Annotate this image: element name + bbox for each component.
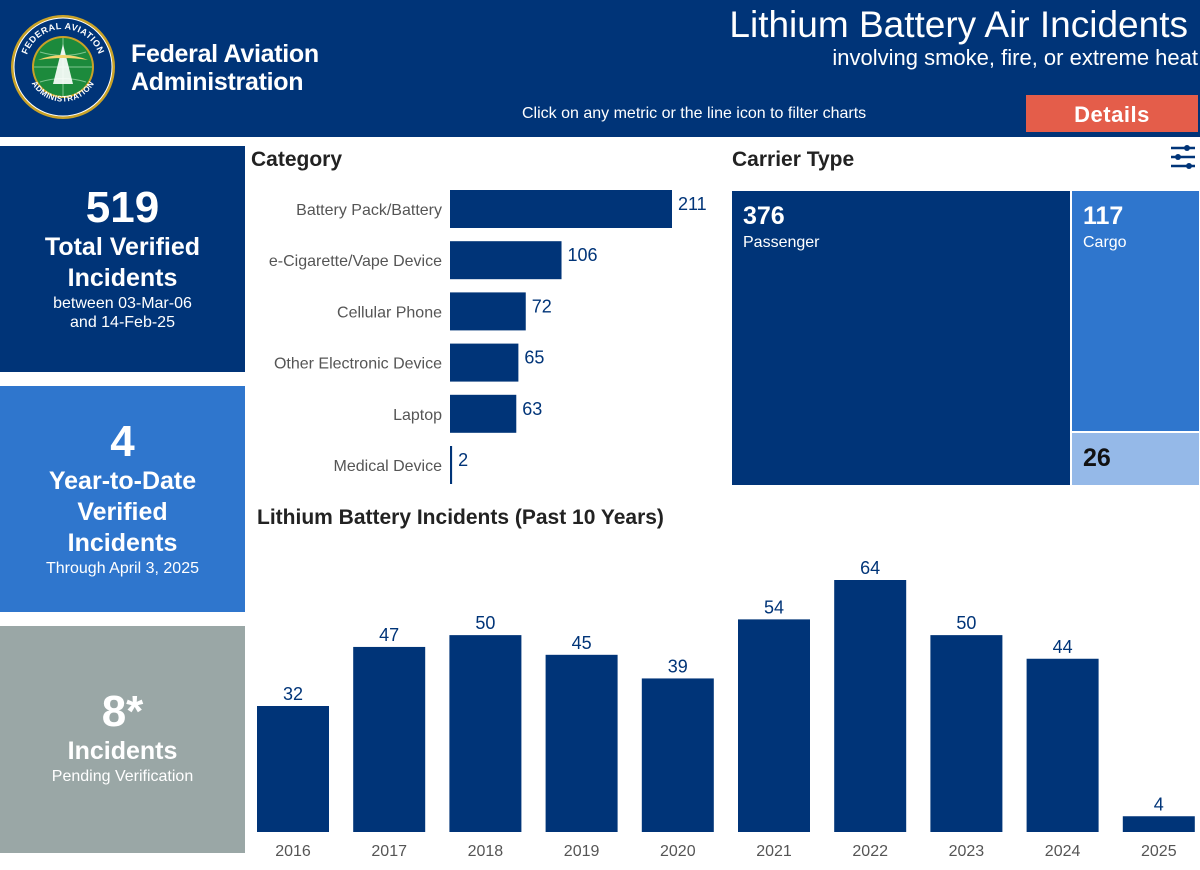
year-axis-label: 2019 bbox=[564, 843, 600, 860]
details-button[interactable]: Details bbox=[1026, 95, 1198, 132]
passenger-label: Passenger bbox=[743, 234, 820, 251]
kpi-total-label-line1: Total Verified bbox=[44, 233, 201, 261]
other-value: 26 bbox=[1083, 444, 1111, 472]
year-value-label: 47 bbox=[379, 625, 399, 645]
category-label: Medical Device bbox=[334, 458, 443, 475]
faa-seal-icon: FEDERAL AVIATION ADMINISTRATION bbox=[11, 15, 115, 119]
treemap-cell-cargo[interactable]: 117 Cargo bbox=[1071, 190, 1200, 432]
filter-sliders-icon[interactable] bbox=[1170, 143, 1196, 171]
year-value-label: 45 bbox=[572, 633, 592, 653]
year-value-label: 50 bbox=[956, 613, 976, 633]
kpi-ytd-label-line1: Year-to-Date bbox=[48, 467, 197, 495]
year-bar[interactable] bbox=[738, 619, 810, 832]
year-value-label: 44 bbox=[1053, 637, 1073, 657]
year-axis-label: 2021 bbox=[756, 843, 792, 860]
year-bar[interactable] bbox=[257, 706, 329, 832]
year-value-label: 54 bbox=[764, 597, 784, 617]
kpi-total-sub-line1: between 03-Mar-06 bbox=[53, 295, 192, 312]
year-bar[interactable] bbox=[545, 654, 618, 832]
category-value-label: 106 bbox=[568, 245, 598, 265]
category-label: Battery Pack/Battery bbox=[296, 202, 442, 219]
category-bar[interactable] bbox=[450, 446, 453, 484]
kpi-ytd-label-line2: Verified bbox=[77, 498, 168, 526]
category-value-label: 2 bbox=[458, 450, 468, 470]
year-value-label: 32 bbox=[283, 684, 303, 704]
filter-hint: Click on any metric or the line icon to … bbox=[522, 105, 867, 122]
treemap-cell-other[interactable]: 26 bbox=[1071, 432, 1200, 486]
kpi-total-sub-line2: and 14-Feb-25 bbox=[70, 314, 175, 331]
category-bar[interactable] bbox=[450, 241, 562, 280]
org-name-line1: Federal Aviation bbox=[131, 40, 319, 68]
yearly-chart-title: Lithium Battery Incidents (Past 10 Years… bbox=[257, 506, 664, 529]
year-axis-label: 2016 bbox=[275, 843, 311, 860]
year-bar[interactable] bbox=[930, 635, 1003, 832]
org-name-line2: Administration bbox=[131, 68, 304, 96]
year-bar[interactable] bbox=[353, 646, 426, 832]
year-value-label: 4 bbox=[1154, 794, 1164, 814]
kpi-pending-label: Incidents bbox=[67, 737, 178, 765]
category-chart-title: Category bbox=[251, 148, 343, 171]
carrier-type-title: Carrier Type bbox=[732, 148, 855, 171]
year-axis-label: 2023 bbox=[949, 843, 985, 860]
category-value-label: 63 bbox=[522, 399, 542, 419]
category-label: Laptop bbox=[393, 407, 442, 424]
year-bar[interactable] bbox=[449, 635, 522, 832]
category-bar[interactable] bbox=[450, 292, 526, 331]
kpi-pending-value: 8* bbox=[101, 687, 144, 736]
kpi-ytd-sub: Through April 3, 2025 bbox=[46, 560, 199, 577]
category-bar[interactable] bbox=[450, 190, 672, 228]
year-value-label: 39 bbox=[668, 656, 688, 676]
kpi-total-label-line2: Incidents bbox=[67, 264, 178, 292]
org-name: Federal Aviation Administration bbox=[131, 40, 319, 96]
category-bar[interactable] bbox=[450, 394, 517, 433]
category-label: Cellular Phone bbox=[337, 304, 442, 321]
year-axis-label: 2024 bbox=[1045, 843, 1081, 860]
carrier-treemap: 376 Passenger 117 Cargo 26 bbox=[731, 190, 1200, 486]
year-bar[interactable] bbox=[834, 580, 907, 832]
kpi-pending[interactable]: 8* Incidents Pending Verification bbox=[0, 626, 245, 853]
year-bar[interactable] bbox=[1026, 658, 1099, 832]
kpi-pending-sub: Pending Verification bbox=[51, 768, 194, 785]
page-subtitle: involving smoke, fire, or extreme heat bbox=[832, 45, 1198, 70]
kpi-total-value: 519 bbox=[85, 183, 160, 232]
passenger-value: 376 bbox=[743, 202, 785, 230]
year-axis-label: 2022 bbox=[852, 843, 888, 860]
kpi-ytd-value: 4 bbox=[110, 417, 135, 466]
year-axis-label: 2020 bbox=[660, 843, 696, 860]
year-bar[interactable] bbox=[641, 678, 714, 832]
year-bar[interactable] bbox=[1122, 816, 1195, 832]
category-label: e-Cigarette/Vape Device bbox=[269, 253, 442, 270]
category-value-label: 72 bbox=[532, 296, 552, 316]
cargo-value: 117 bbox=[1083, 202, 1124, 230]
category-label: Other Electronic Device bbox=[274, 356, 442, 373]
header-banner: FEDERAL AVIATION ADMINISTRATION Federal … bbox=[0, 0, 1200, 137]
year-value-label: 50 bbox=[475, 613, 495, 633]
treemap-cell-passenger[interactable]: 376 Passenger bbox=[731, 190, 1071, 486]
category-bar-chart: Battery Pack/Battery 211 e-Cigarette/Vape … bbox=[269, 190, 707, 484]
category-value-label: 65 bbox=[524, 348, 544, 368]
page-title: Lithium Battery Air Incidents bbox=[729, 4, 1188, 45]
year-value-label: 64 bbox=[860, 558, 880, 578]
year-axis-label: 2018 bbox=[468, 843, 504, 860]
year-axis-label: 2017 bbox=[371, 843, 407, 860]
cargo-label: Cargo bbox=[1083, 234, 1127, 251]
category-bar[interactable] bbox=[450, 343, 519, 382]
year-axis-label: 2025 bbox=[1141, 843, 1177, 860]
kpi-total-verified[interactable]: 519 Total Verified Incidents between 03-… bbox=[0, 146, 245, 372]
kpi-ytd-label-line3: Incidents bbox=[67, 529, 178, 557]
yearly-bar-chart: 32 2016 47 2017 50 2018 45 2019 39 2020 54 2021 64 20… bbox=[257, 558, 1195, 860]
kpi-year-to-date[interactable]: 4 Year-to-Date Verified Incidents Throug… bbox=[0, 386, 245, 612]
category-value-label: 211 bbox=[678, 194, 707, 214]
